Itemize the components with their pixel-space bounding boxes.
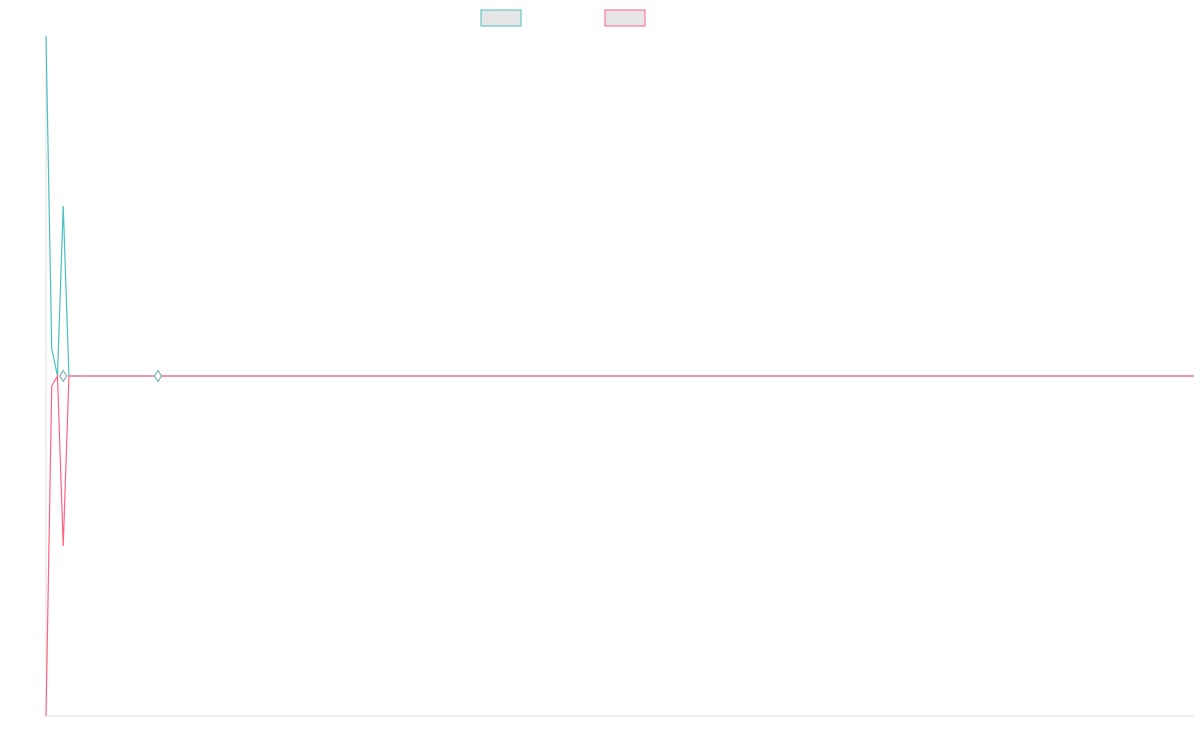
point-marker-outline-2 (153, 369, 162, 383)
point-marker-outline-1 (59, 369, 68, 383)
point-marker-2 (153, 369, 163, 383)
point-marker-1 (59, 369, 68, 383)
series-line-1 (45, 35, 161, 377)
series-line-2 (45, 373, 161, 717)
legend-swatch-2 (604, 9, 646, 27)
legend-swatch-1 (480, 9, 522, 27)
